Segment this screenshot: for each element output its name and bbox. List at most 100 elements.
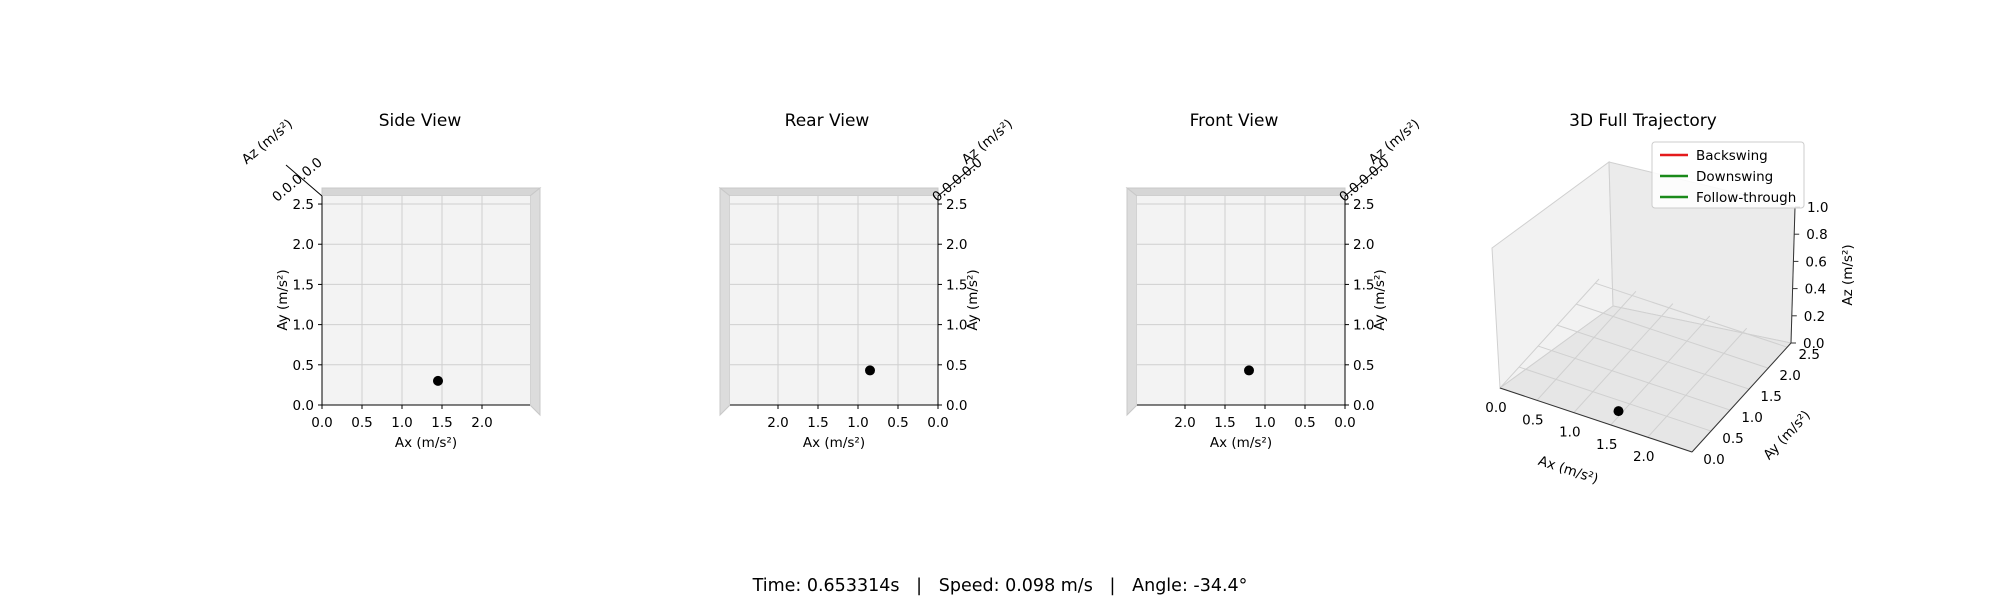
side-view-x-tick-label: 1.0 <box>391 415 412 431</box>
side-view-points <box>433 375 443 386</box>
rear-view-y-tick-label: 1.0 <box>946 318 967 334</box>
rear-view-plot-area <box>730 196 938 405</box>
rear-view-x-tick-label: 0.5 <box>887 415 908 431</box>
rear-view-y-tick-label: 0.5 <box>946 358 967 374</box>
angle-readout: Angle: -34.4° <box>1132 576 1248 596</box>
side-view-x-tick-label: 0.0 <box>311 415 332 431</box>
side-view-xlabel: Ax (m/s²) <box>395 435 457 451</box>
side-view-zlabel: Az (m/s²) <box>239 116 296 168</box>
rear-view-x-tick-label: 0.0 <box>927 415 948 431</box>
side-view-y-tick-label: 0.5 <box>293 358 314 374</box>
side-view-x-tick-label: 1.5 <box>431 415 452 431</box>
trajectory-3d-x-tick-label: 1.5 <box>1596 437 1617 453</box>
side-view-top-pane <box>321 187 542 197</box>
trajectory-3d-x-tick-label: 2.0 <box>1633 449 1654 465</box>
front-view-x-tick-label: 2.0 <box>1174 415 1195 431</box>
rear-view-xlabel: Ax (m/s²) <box>803 435 865 451</box>
trajectory-3d-y-axis <box>1691 342 1792 453</box>
side-view-ylabel: Ay (m/s²) <box>275 269 291 330</box>
front-view-y-tick-label: 1.0 <box>1353 318 1374 334</box>
front-view-plot-area <box>1137 196 1345 405</box>
legend-entry-label: Downswing <box>1696 169 1773 185</box>
status-bar: Time: 0.653314s | Speed: 0.098 m/s | Ang… <box>0 576 2000 596</box>
rear-view-x-tick-label: 1.0 <box>847 415 868 431</box>
trajectory-3d-x-axis <box>1499 387 1693 453</box>
trajectory-3d-panel: 3D Full Trajectory 0.00.51.01.52.0 0.00.… <box>1485 111 1856 487</box>
front-view-xlabel: Ax (m/s²) <box>1210 435 1272 451</box>
trajectory-3d-x-tick-label: 0.0 <box>1485 400 1506 416</box>
trajectory-3d-z-tick-label: 1.0 <box>1807 200 1828 216</box>
front-view-top-pane <box>1125 187 1346 197</box>
front-view-panel: Front View 0.0.0.0.0 Az (m/s²) 2.0 1.5 1.0… <box>1125 111 1423 451</box>
trajectory-3d-y-ticks: 0.0 0.5 1.0 1.5 2.0 2.5 <box>1703 347 1820 468</box>
front-view-zlabel: Az (m/s²) <box>1366 116 1423 168</box>
side-view-current-point <box>433 375 443 386</box>
front-view-ylabel: Ay (m/s²) <box>1372 269 1388 330</box>
trajectory-3d-z-axis <box>1790 206 1796 344</box>
side-view-y-tick-label: 1.0 <box>293 318 314 334</box>
front-view-x-tick-label: 0.5 <box>1294 415 1315 431</box>
rear-view-title: Rear View <box>785 111 870 131</box>
side-view-x-tick-label: 0.5 <box>351 415 372 431</box>
trajectory-3d-y-tick-label: 0.0 <box>1703 452 1724 468</box>
front-view-y-tick-label: 2.0 <box>1353 237 1374 253</box>
rear-view-y-ticks: 0.0 0.5 1.0 1.5 2.0 2.5 <box>938 197 967 414</box>
front-view-points <box>1244 365 1254 376</box>
legend-box <box>1651 141 1805 209</box>
trajectory-3d-x-ticks: 0.0 0.5 1.0 1.5 2.0 <box>1485 400 1654 465</box>
side-view-y-tick-label: 1.5 <box>293 277 314 293</box>
trajectory-3d-ylabel: Ay (m/s²) <box>1760 407 1813 463</box>
trajectory-3d-x-tick-label: 0.5 <box>1522 412 1543 428</box>
side-view-y-tick-label: 2.5 <box>293 197 314 213</box>
front-view-y-tick-label: 0.0 <box>1353 398 1374 414</box>
rear-view-y-tick-label: 1.5 <box>946 277 967 293</box>
trajectory-3d-y-tick-label: 1.5 <box>1760 389 1781 405</box>
front-view-title: Front View <box>1190 111 1279 131</box>
rear-view-top-pane <box>718 187 939 197</box>
rear-view-y-tick-label: 0.0 <box>946 398 967 414</box>
rear-view-ylabel: Ay (m/s²) <box>965 269 981 330</box>
trajectory-3d-z-tick-label: 0.0 <box>1803 336 1824 352</box>
rear-view-y-tick-label: 2.0 <box>946 237 967 253</box>
front-view-y-tick-label: 0.5 <box>1353 358 1374 374</box>
side-view-y-tick-label: 2.0 <box>293 237 314 253</box>
trajectory-3d-z-ticks: 0.0 0.2 0.4 0.6 0.8 1.0 <box>1791 200 1828 352</box>
trajectory-3d-z-tick-label: 0.6 <box>1805 254 1826 270</box>
rear-view-panel: Rear View 0.0.0.0.0 Az (m/s²) 2.0 1.5 1.0 0… <box>718 111 1016 451</box>
front-view-y-tick-label: 2.5 <box>1353 197 1374 213</box>
side-view-title: Side View <box>379 111 462 131</box>
trajectory-3d-y-tick-label: 2.5 <box>1798 347 1819 363</box>
side-view-y-ticks: 0.0 0.5 1.0 1.5 2.0 2.5 <box>293 197 322 414</box>
rear-view-y-tick-label: 2.5 <box>946 197 967 213</box>
front-view-y-tick-label: 1.5 <box>1353 277 1374 293</box>
speed-readout: Speed: 0.098 m/s <box>938 576 1093 596</box>
legend: Backswing Downswing Follow-through <box>1651 141 1805 209</box>
rear-view-current-point <box>865 365 875 376</box>
side-view-side-pane <box>529 186 541 417</box>
rear-view-zlabel: Az (m/s²) <box>959 116 1016 168</box>
time-readout: Time: 0.653314s <box>752 576 900 596</box>
separator: | <box>916 576 923 596</box>
side-view-x-ticks: 0.0 0.5 1.0 1.5 2.0 <box>311 405 493 431</box>
front-view-y-ticks: 0.0 0.5 1.0 1.5 2.0 2.5 <box>1345 197 1374 414</box>
trajectory-3d-x-tick-label: 1.0 <box>1559 425 1580 441</box>
rear-view-x-tick-label: 1.5 <box>807 415 828 431</box>
front-view-x-tick-label: 1.5 <box>1214 415 1235 431</box>
trajectory-3d-z-tick-label: 0.2 <box>1804 309 1825 325</box>
trajectory-3d-z-tick-label: 0.8 <box>1806 227 1827 243</box>
trajectory-3d-z-tick-label: 0.4 <box>1805 282 1826 298</box>
side-view-y-tick-label: 0.0 <box>293 398 314 414</box>
front-view-x-tick-label: 0.0 <box>1334 415 1355 431</box>
side-view-panel: Side View 0.0.0.0.0 Az (m/s²) 0.0 0.5 1.0 1… <box>239 111 542 451</box>
side-view-plot-area <box>322 196 530 405</box>
rear-view-points <box>865 365 875 376</box>
rear-view-x-tick-label: 2.0 <box>767 415 788 431</box>
trajectory-3d-y-tick-label: 2.0 <box>1779 368 1800 384</box>
legend-entry-label: Follow-through <box>1696 190 1796 206</box>
side-view-x-tick-label: 2.0 <box>471 415 492 431</box>
trajectory-3d-points <box>1613 406 1624 417</box>
separator: | <box>1109 576 1116 596</box>
legend-entry-label: Backswing <box>1696 148 1768 164</box>
trajectory-3d-zlabel: Az (m/s²) <box>1840 244 1856 305</box>
